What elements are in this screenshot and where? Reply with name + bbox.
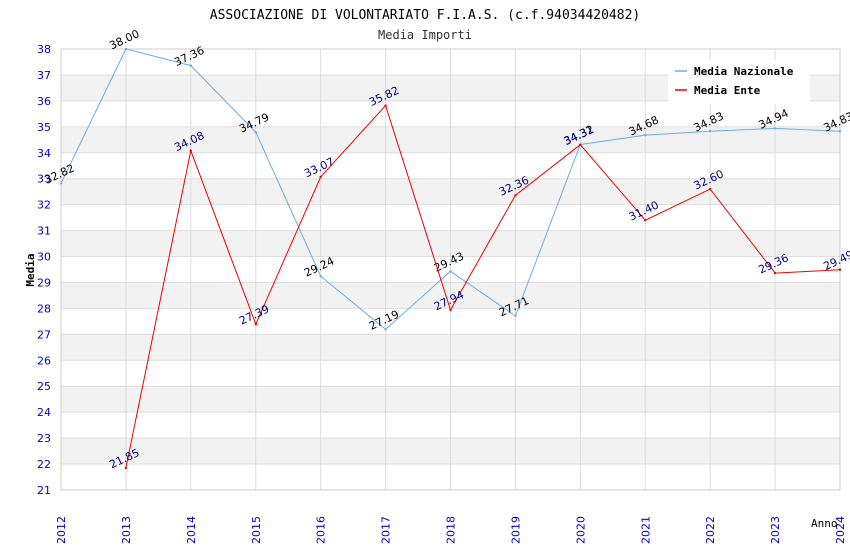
- data-point: [124, 466, 128, 470]
- y-tick-label: 34: [37, 147, 51, 160]
- x-tick-label: 2016: [315, 516, 328, 544]
- x-tick-label: 2021: [639, 516, 652, 544]
- y-tick-label: 30: [37, 251, 51, 264]
- data-point: [124, 47, 128, 51]
- data-point: [254, 131, 257, 134]
- data-point: [384, 328, 387, 331]
- x-axis-label: Anno: [811, 517, 838, 530]
- data-point: [384, 104, 387, 107]
- y-tick-label: 36: [37, 95, 51, 108]
- y-tick-label: 35: [37, 121, 51, 134]
- x-tick-label: 2014: [185, 516, 198, 544]
- data-point: [838, 268, 842, 271]
- data-point: [838, 130, 842, 133]
- legend-label: Media Ente: [694, 84, 761, 97]
- x-tick-label: 2017: [380, 516, 393, 544]
- data-point: [449, 270, 452, 273]
- data-point: [319, 175, 322, 179]
- y-tick-label: 31: [37, 225, 51, 238]
- y-tick-label: 26: [37, 354, 51, 367]
- x-tick-label: 2024: [834, 516, 847, 544]
- x-tick-label: 2019: [509, 516, 522, 544]
- y-tick-label: 22: [37, 458, 51, 471]
- legend: Media Nazionale Media Ente: [668, 60, 810, 104]
- x-tick-label: 2012: [55, 516, 68, 544]
- data-point: [773, 271, 777, 275]
- data-point: [254, 323, 257, 326]
- data-point: [773, 127, 777, 130]
- x-axis: 2012 2013 2014 2015 2016 2017 2018 2019 2020 2021…: [55, 516, 847, 544]
- x-tick-label: 2015: [250, 516, 263, 544]
- y-tick-label: 24: [37, 406, 51, 419]
- chart-title: ASSOCIAZIONE DI VOLONTARIATO F.I.A.S. (c…: [210, 8, 640, 23]
- data-point: [644, 219, 647, 222]
- data-point: [189, 64, 193, 67]
- data-point: [189, 149, 193, 152]
- x-tick-label: 2022: [704, 516, 717, 544]
- y-tick-label: 25: [37, 380, 51, 393]
- x-tick-label: 2018: [445, 516, 458, 544]
- y-tick-label: 21: [37, 484, 51, 497]
- x-tick-label: 2013: [120, 516, 133, 544]
- data-point: [319, 275, 322, 278]
- y-tick-label: 28: [37, 302, 51, 315]
- y-tick-label: 27: [37, 328, 51, 341]
- y-tick-label: 37: [37, 69, 51, 82]
- legend-box: [668, 60, 810, 104]
- data-point: [59, 182, 63, 185]
- data-point: [579, 143, 582, 146]
- data-point: [514, 314, 517, 318]
- x-tick-label: 2023: [769, 516, 782, 544]
- y-tick-label: 38: [37, 43, 51, 56]
- y-tick-label: 33: [37, 173, 51, 186]
- x-tick-label: 2020: [574, 516, 587, 544]
- y-tick-label: 32: [37, 199, 51, 212]
- data-point: [449, 308, 452, 312]
- data-point: [708, 130, 712, 133]
- data-point: [514, 194, 517, 197]
- legend-label: Media Nazionale: [694, 65, 794, 78]
- y-tick-label: 29: [37, 276, 51, 289]
- y-tick-label: 23: [37, 432, 51, 445]
- series-line: [125, 104, 841, 469]
- chart-subtitle: Media Importi: [378, 28, 472, 42]
- data-point: [708, 187, 712, 191]
- y-axis: 21 22 23 24 25 26 27 28 29 30 31 32 33 34 35 36 37 38: [37, 43, 51, 497]
- data-point: [644, 133, 647, 137]
- y-axis-label: Media: [24, 253, 37, 286]
